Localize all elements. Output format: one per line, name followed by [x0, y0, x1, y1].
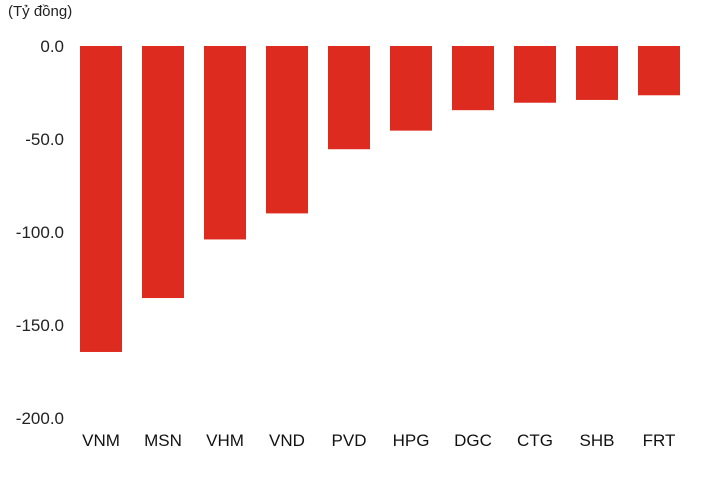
category-label-frt: FRT [643, 431, 676, 450]
category-label-dgc: DGC [454, 431, 492, 450]
bar-shb [576, 46, 618, 100]
y-axis-ticks: 0.0 -50.0 -100.0 -150.0 -200.0 [16, 37, 64, 428]
bar-frt [638, 46, 680, 96]
category-label-hpg: HPG [393, 431, 430, 450]
category-label-msn: MSN [144, 431, 182, 450]
y-tick-label: -100.0 [16, 223, 64, 242]
y-tick-label: 0.0 [40, 37, 64, 56]
bar-ctg [514, 46, 556, 103]
y-tick-label: -150.0 [16, 316, 64, 335]
category-label-vnm: VNM [82, 431, 120, 450]
bar-pvd [328, 46, 370, 150]
bar-hpg [390, 46, 432, 131]
category-label-pvd: PVD [332, 431, 367, 450]
bar-msn [142, 46, 184, 299]
x-axis-categories: VNM MSN VHM VND PVD HPG DGC CTG SHB FRT [82, 431, 675, 450]
bar-vnd [266, 46, 308, 214]
bar-vhm [204, 46, 246, 240]
category-label-ctg: CTG [517, 431, 553, 450]
category-label-vhm: VHM [206, 431, 244, 450]
unit-label: (Tỷ đồng) [8, 3, 73, 20]
category-label-shb: SHB [580, 431, 615, 450]
bar-dgc [452, 46, 494, 111]
bars [80, 46, 680, 352]
category-label-vnd: VND [269, 431, 305, 450]
y-tick-label: -200.0 [16, 409, 64, 428]
bar-vnm [80, 46, 122, 352]
y-tick-label: -50.0 [25, 130, 64, 149]
